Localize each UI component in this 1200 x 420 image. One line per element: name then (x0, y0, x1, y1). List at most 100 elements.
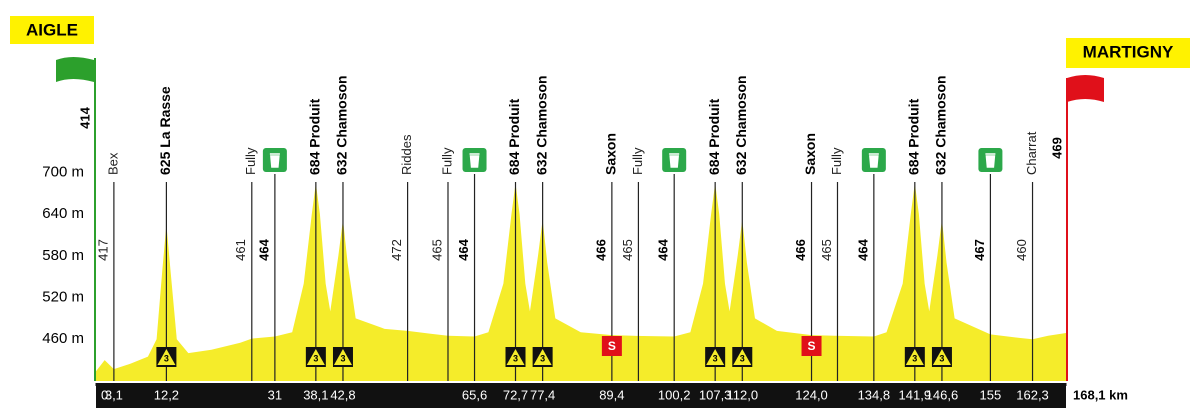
bin (868, 153, 879, 168)
marker-altitude: 465 (819, 239, 834, 261)
category-label: 3 (313, 353, 318, 363)
category-label: 3 (740, 353, 745, 363)
x-axis-bar (96, 383, 1066, 408)
marker-altitude: 464 (656, 238, 671, 260)
sprint-label: S (808, 339, 816, 353)
marker-name: 632 Chamoson (933, 75, 949, 175)
y-tick-label: 460 m (42, 330, 84, 347)
category-triangle (306, 349, 325, 365)
y-tick-label: 640 m (42, 205, 84, 222)
marker-name: 684 Produit (906, 98, 922, 175)
marker-name: Fully (243, 147, 258, 175)
x-tick-label: 162,3 (1016, 387, 1049, 402)
marker-altitude: 464 (855, 238, 870, 260)
sprint-box (601, 336, 622, 356)
category-label: 3 (340, 353, 345, 363)
marker-name: Bex (105, 152, 120, 175)
x-tick-label: 112,0 (726, 387, 758, 402)
marker-name: Charrat (1024, 131, 1039, 175)
marker-name: 684 Produit (506, 98, 522, 175)
finish-box (1066, 38, 1190, 68)
marker-name: 632 Chamoson (533, 75, 549, 175)
x-tick-label: 0 (101, 387, 108, 402)
finish-label: MARTIGNY (1083, 42, 1174, 61)
x-tick-label: 124,0 (795, 387, 828, 402)
marker-altitude: 464 (456, 238, 471, 260)
x-tick-label: 141,9 (899, 387, 932, 402)
category-triangle (706, 349, 725, 365)
x-tick-label: 89,4 (599, 387, 624, 402)
elevation-area (96, 183, 1066, 381)
marker-name: Saxon (802, 133, 818, 175)
x-tick-label: 31 (268, 387, 282, 402)
start-flag (56, 57, 94, 82)
sprint-label: S (608, 339, 616, 353)
marker-altitude: 467 (972, 239, 987, 261)
category-label: 3 (513, 353, 518, 363)
marker-altitude: 465 (429, 239, 444, 261)
x-tick-label: 77,4 (530, 387, 555, 402)
category-triangle (157, 349, 176, 365)
x-tick-label: 134,8 (858, 387, 891, 402)
y-tick-label: 520 m (42, 288, 84, 305)
feed-zone-icon (861, 148, 886, 172)
marker-name: 625 La Rasse (157, 86, 173, 175)
x-tick-label: 72,7 (503, 387, 528, 402)
marker-altitude: 466 (593, 239, 608, 261)
finish-altitude: 469 (1049, 137, 1064, 159)
category-triangle (733, 349, 752, 365)
x-tick-label: 12,2 (154, 387, 179, 402)
marker-name: 684 Produit (706, 98, 722, 175)
marker-altitude: 472 (389, 239, 404, 261)
start-label: AIGLE (26, 20, 78, 39)
x-tick-label: 42,8 (330, 387, 355, 402)
bin (269, 153, 280, 168)
feed-zone-icon (262, 148, 287, 172)
category-label: 3 (164, 353, 169, 363)
x-tick-label: 3,1 (105, 387, 123, 402)
marker-altitude: 417 (95, 239, 110, 261)
x-tick-label: 38,1 (303, 387, 328, 402)
category-triangle (905, 349, 924, 365)
marker-name: Fully (439, 147, 454, 175)
category-triangle (533, 349, 552, 365)
sprint-box (801, 336, 822, 356)
category-label: 3 (912, 353, 917, 363)
x-tick-label: 168,1 km (1073, 387, 1128, 402)
feed-zone-icon (662, 148, 687, 172)
x-tick-label: 146,6 (926, 387, 959, 402)
feed-zone-icon (462, 148, 487, 172)
marker-name: Fully (630, 147, 645, 175)
category-label: 3 (939, 353, 944, 363)
y-tick-label: 580 m (42, 247, 84, 264)
category-label: 3 (540, 353, 545, 363)
marker-altitude: 466 (793, 239, 808, 261)
category-label: 3 (713, 353, 718, 363)
category-triangle (506, 349, 525, 365)
marker-altitude: 464 (256, 238, 271, 260)
marker-altitude: 465 (620, 239, 635, 261)
start-altitude: 414 (77, 106, 92, 128)
marker-name: 632 Chamoson (733, 75, 749, 175)
y-tick-label: 700 m (42, 163, 84, 180)
start-box (10, 16, 94, 44)
marker-name: 684 Produit (307, 98, 323, 175)
x-tick-label: 155 (980, 387, 1002, 402)
marker-name: 632 Chamoson (334, 75, 350, 175)
bin (985, 153, 996, 168)
category-triangle (932, 349, 951, 365)
marker-altitude: 461 (233, 239, 248, 261)
finish-flag (1067, 75, 1104, 102)
marker-name: Riddes (399, 134, 414, 175)
x-tick-label: 65,6 (462, 387, 487, 402)
bin (469, 153, 480, 168)
marker-name: Fully (829, 147, 844, 175)
marker-name: Saxon (603, 133, 619, 175)
x-tick-label: 107,3 (699, 387, 732, 402)
feed-zone-icon (978, 148, 1003, 172)
x-tick-label: 100,2 (658, 387, 691, 402)
category-triangle (333, 349, 352, 365)
bin (669, 153, 680, 168)
marker-altitude: 460 (1014, 239, 1029, 261)
